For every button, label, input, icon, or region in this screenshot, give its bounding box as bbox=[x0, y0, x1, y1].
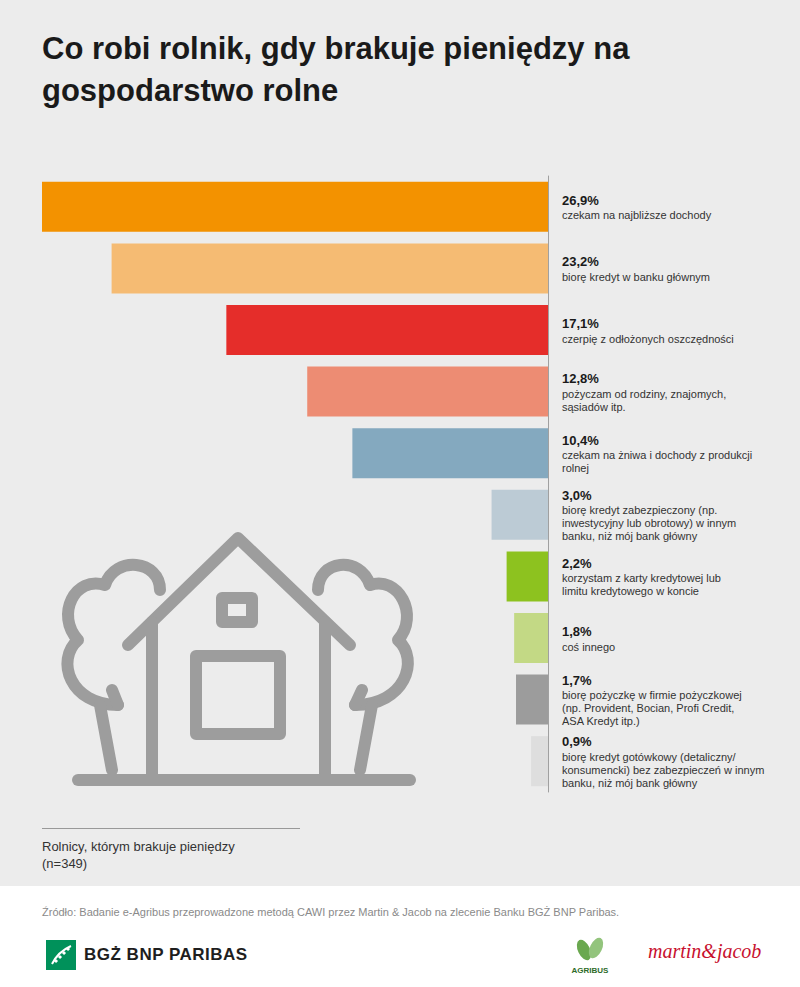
svg-text:biorę kredyt zabezpieczony (np: biorę kredyt zabezpieczony (np. bbox=[562, 504, 717, 516]
svg-text:banku, niż mój bank główny: banku, niż mój bank główny bbox=[562, 530, 698, 542]
html-text:martin&jacob: martin&jacob bbox=[648, 940, 762, 962]
svg-text:(np. Provident, Bocian, Profi: (np. Provident, Bocian, Profi Credit, bbox=[562, 702, 734, 714]
svg-text:12,8%: 12,8% bbox=[562, 371, 599, 386]
svg-text:23,2%: 23,2% bbox=[562, 254, 599, 269]
svg-text:limitu kredytowego w koncie: limitu kredytowego w koncie bbox=[562, 585, 699, 597]
svg-text:26,9%: 26,9% bbox=[562, 193, 599, 208]
svg-text:konsumencki) bez zabezpieczeń: konsumencki) bez zabezpieczeń w innym bbox=[562, 764, 764, 776]
svg-text:17,1%: 17,1% bbox=[562, 316, 599, 331]
html-text:BGŻ BNP PARIBAS: BGŻ BNP PARIBAS bbox=[84, 945, 248, 964]
svg-text:czekam na żniwa i dochody z pr: czekam na żniwa i dochody z produkcji bbox=[562, 449, 752, 461]
svg-text:rolnej: rolnej bbox=[562, 462, 589, 474]
svg-text:0,9%: 0,9% bbox=[562, 734, 592, 749]
svg-text:1,8%: 1,8% bbox=[562, 624, 592, 639]
svg-text:pożyczam od rodziny, znajomych: pożyczam od rodziny, znajomych, bbox=[562, 388, 726, 400]
html-text:Rolnicy, którym brakuje pienię: Rolnicy, którym brakuje pieniędzy bbox=[42, 839, 235, 854]
html-text:Źródło: Badanie e-Agribus prze: Źródło: Badanie e-Agribus przeprowadzone… bbox=[42, 906, 620, 918]
svg-text:sąsiadów itp.: sąsiadów itp. bbox=[562, 401, 626, 413]
svg-text:czerpię z odłożonych oszczędno: czerpię z odłożonych oszczędności bbox=[562, 333, 734, 345]
svg-text:inwestycyjny lub obrotowy) w i: inwestycyjny lub obrotowy) w innym bbox=[562, 517, 736, 529]
svg-text:banku, niż mój bank główny: banku, niż mój bank główny bbox=[562, 777, 698, 789]
html-text:Co robi rolnik, gdy brakuje pi: Co robi rolnik, gdy brakuje pieniędzy na… bbox=[42, 31, 630, 108]
svg-text:1,7%: 1,7% bbox=[562, 673, 592, 688]
svg-text:3,0%: 3,0% bbox=[562, 488, 592, 503]
html-text:AGRIBUS: AGRIBUS bbox=[571, 966, 609, 975]
svg-text:biorę pożyczkę w firmie pożycz: biorę pożyczkę w firmie pożyczkowej bbox=[562, 689, 742, 701]
svg-text:coś innego: coś innego bbox=[562, 641, 615, 653]
svg-text:ASA Kredyt itp.): ASA Kredyt itp.) bbox=[562, 715, 640, 727]
svg-text:czekam na najbliższe dochody: czekam na najbliższe dochody bbox=[562, 209, 712, 221]
svg-text:biorę kredyt w banku głównym: biorę kredyt w banku głównym bbox=[562, 271, 710, 283]
svg-text:korzystam z karty kredytowej l: korzystam z karty kredytowej lub bbox=[562, 572, 721, 584]
svg-text:10,4%: 10,4% bbox=[562, 433, 599, 448]
svg-text:biorę kredyt gotówkowy (detali: biorę kredyt gotówkowy (detaliczny/ bbox=[562, 751, 737, 763]
svg-text:2,2%: 2,2% bbox=[562, 556, 592, 571]
html-text:(n=349): (n=349) bbox=[42, 856, 88, 871]
